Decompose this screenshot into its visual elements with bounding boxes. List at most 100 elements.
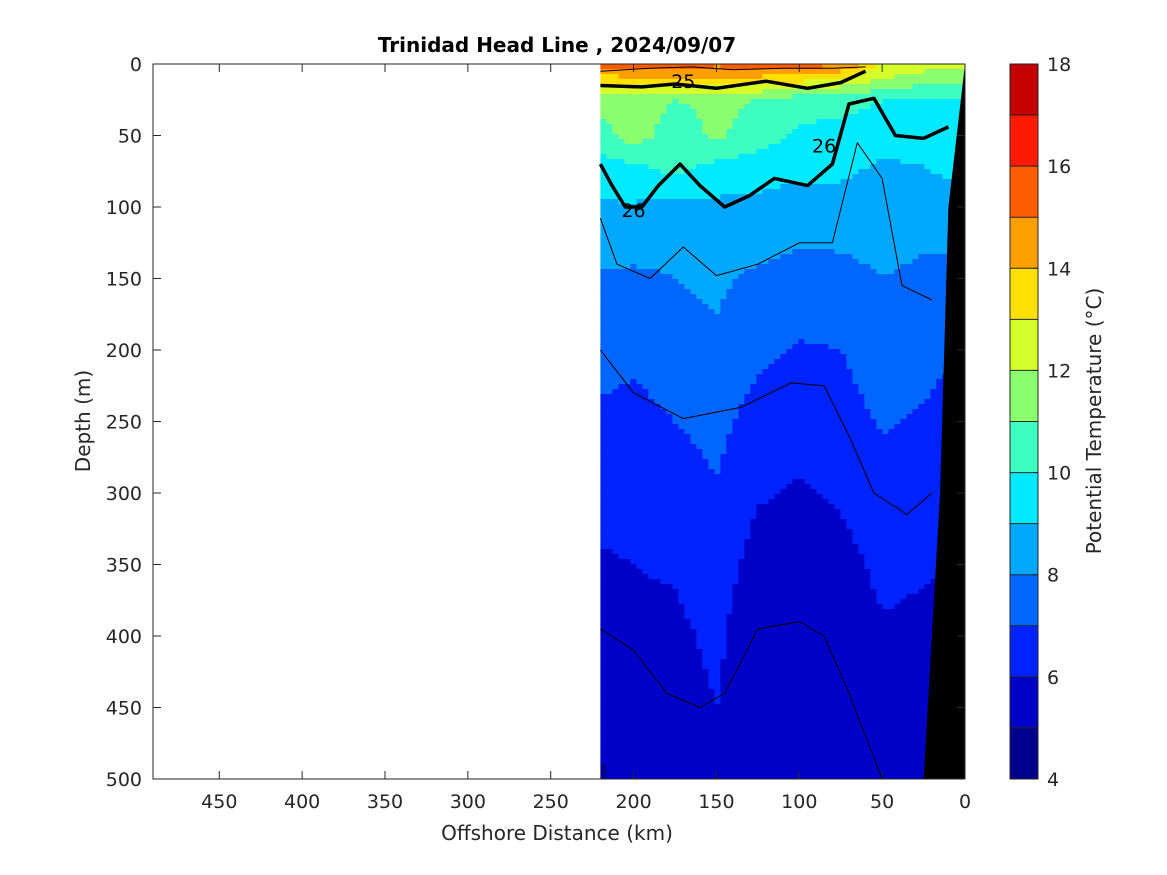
temperature-cell	[630, 119, 637, 125]
temperature-cell	[696, 149, 703, 155]
temperature-cell	[888, 274, 895, 280]
temperature-cell	[750, 74, 757, 80]
temperature-cell	[936, 139, 943, 145]
temperature-cell	[804, 139, 811, 145]
temperature-cell	[732, 374, 739, 380]
temperature-cell	[696, 429, 703, 435]
temperature-cell	[912, 259, 919, 265]
temperature-cell	[720, 309, 727, 315]
temperature-cell	[666, 354, 673, 360]
temperature-cell	[750, 64, 757, 70]
temperature-cell	[882, 369, 889, 375]
temperature-cell	[834, 124, 841, 130]
temperature-cell	[738, 119, 745, 125]
temperature-cell	[654, 329, 661, 335]
temperature-cell	[666, 229, 673, 235]
temperature-cell	[786, 429, 793, 435]
temperature-cell	[810, 424, 817, 430]
temperature-cell	[708, 329, 715, 335]
temperature-cell	[672, 454, 679, 460]
temperature-cell	[678, 354, 685, 360]
temperature-cell	[666, 209, 673, 215]
temperature-cell	[852, 259, 859, 265]
temperature-cell	[618, 399, 625, 405]
temperature-cell	[660, 279, 667, 285]
temperature-cell	[792, 149, 799, 155]
temperature-cell	[882, 329, 889, 335]
temperature-cell	[846, 254, 853, 260]
temperature-cell	[900, 449, 907, 455]
temperature-cell	[792, 194, 799, 200]
temperature-cell	[612, 389, 619, 395]
temperature-cell	[630, 314, 637, 320]
temperature-cell	[834, 419, 841, 425]
temperature-cell	[810, 264, 817, 270]
temperature-cell	[930, 159, 937, 165]
temperature-cell	[840, 429, 847, 435]
temperature-cell	[738, 294, 745, 300]
temperature-cell	[702, 114, 709, 120]
temperature-cell	[876, 264, 883, 270]
temperature-cell	[726, 444, 733, 450]
temperature-cell	[780, 284, 787, 290]
temperature-cell	[768, 229, 775, 235]
temperature-cell	[822, 344, 829, 350]
temperature-cell	[900, 209, 907, 215]
temperature-cell	[870, 119, 877, 125]
temperature-cell	[864, 194, 871, 200]
temperature-cell	[942, 149, 949, 155]
temperature-cell	[882, 224, 889, 230]
temperature-cell	[648, 404, 655, 410]
temperature-cell	[624, 379, 631, 385]
temperature-cell	[762, 99, 769, 105]
temperature-cell	[822, 389, 829, 395]
temperature-cell	[738, 229, 745, 235]
temperature-cell	[942, 264, 949, 270]
temperature-cell	[756, 64, 763, 70]
temperature-cell	[834, 364, 841, 370]
temperature-cell	[726, 324, 733, 330]
temperature-cell	[612, 234, 619, 240]
temperature-cell	[714, 134, 721, 140]
temperature-cell	[678, 84, 685, 90]
temperature-cell	[960, 69, 965, 75]
temperature-cell	[654, 374, 661, 380]
temperature-cell	[840, 249, 847, 255]
temperature-cell	[900, 344, 907, 350]
temperature-cell	[864, 449, 871, 455]
temperature-cell	[900, 189, 907, 195]
temperature-cell	[660, 114, 667, 120]
temperature-cell	[726, 199, 733, 205]
temperature-cell	[612, 289, 619, 295]
temperature-cell	[888, 149, 895, 155]
temperature-cell	[678, 79, 685, 85]
temperature-cell	[840, 314, 847, 320]
temperature-cell	[648, 334, 655, 340]
temperature-cell	[942, 134, 949, 140]
temperature-cell	[732, 249, 739, 255]
temperature-cell	[954, 119, 961, 125]
temperature-cell	[714, 254, 721, 260]
temperature-cell	[696, 304, 703, 310]
temperature-cell	[936, 114, 943, 120]
temperature-cell	[756, 179, 763, 185]
temperature-cell	[900, 359, 907, 365]
temperature-cell	[672, 324, 679, 330]
temperature-cell	[810, 294, 817, 300]
temperature-cell	[894, 394, 901, 400]
temperature-cell	[738, 309, 745, 315]
temperature-cell	[888, 234, 895, 240]
temperature-cell	[666, 109, 673, 115]
temperature-cell	[828, 79, 835, 85]
temperature-cell	[786, 314, 793, 320]
temperature-cell	[894, 139, 901, 145]
temperature-cell	[882, 254, 889, 260]
temperature-cell	[648, 234, 655, 240]
temperature-cell	[834, 444, 841, 450]
temperature-cell	[642, 364, 649, 370]
temperature-cell	[606, 329, 613, 335]
temperature-cell	[642, 109, 649, 115]
temperature-cell	[756, 329, 763, 335]
temperature-cell	[732, 444, 739, 450]
temperature-cell	[708, 264, 715, 270]
